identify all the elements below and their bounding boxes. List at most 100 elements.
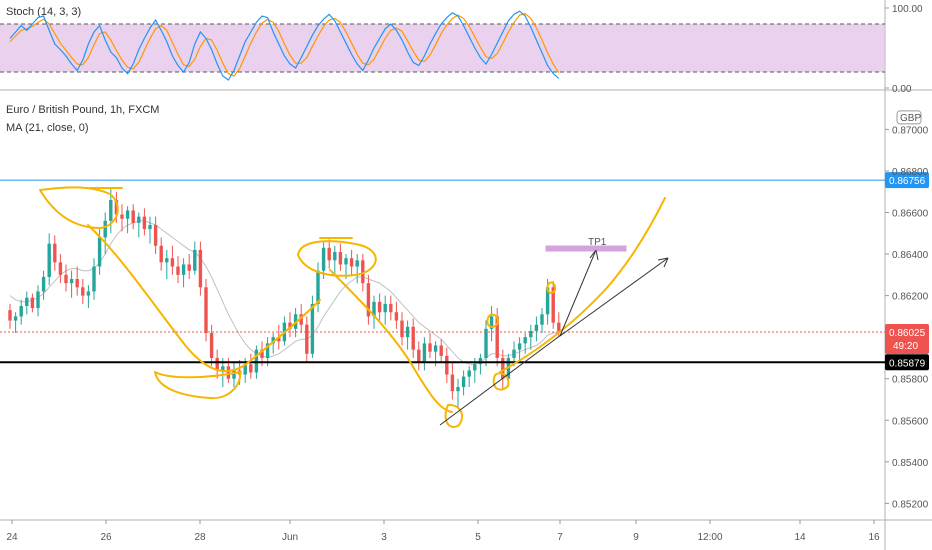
candle-body: [439, 345, 443, 356]
candle-body: [81, 287, 85, 296]
level-price-badge: [885, 354, 929, 371]
candle: [529, 324, 533, 350]
candle: [389, 295, 393, 321]
candle: [86, 285, 91, 309]
level-price-label: 0.85879: [889, 358, 926, 369]
candle: [58, 254, 63, 284]
tp-box: [545, 245, 627, 252]
candle: [25, 291, 29, 315]
candle-body: [501, 357, 505, 379]
candle: [81, 278, 85, 304]
candle-body: [551, 287, 555, 323]
candle-body: [209, 333, 214, 358]
candle: [125, 206, 130, 234]
candle-body: [153, 224, 158, 246]
candle-body: [25, 297, 29, 306]
candle: [540, 308, 544, 334]
candle-body: [305, 324, 309, 354]
candle-body: [13, 316, 18, 321]
candle-body: [523, 337, 527, 344]
price-tick-label: 0.85600: [892, 416, 929, 427]
candle: [405, 320, 410, 350]
candle: [198, 241, 203, 296]
candle-body: [75, 278, 79, 288]
time-tick-label: 7: [557, 532, 563, 543]
annotation-small-top-circle: [486, 313, 500, 328]
stoch-tick-label: 0.00: [892, 84, 912, 95]
candle: [131, 204, 135, 230]
candle-body: [310, 303, 315, 354]
candle: [428, 333, 432, 358]
candle: [209, 324, 214, 367]
candle-body: [125, 210, 130, 219]
candle: [13, 312, 18, 334]
candle-body: [478, 357, 483, 365]
candle-body: [36, 291, 40, 309]
candle-body: [495, 316, 499, 358]
candle-body: [165, 258, 169, 263]
candle-body: [47, 243, 51, 277]
candle-body: [137, 216, 141, 223]
candle: [249, 353, 253, 379]
candle-body: [467, 370, 471, 377]
ma-legend: MA (21, close, 0): [6, 122, 89, 134]
candle: [137, 212, 141, 238]
candle: [400, 312, 404, 346]
annotation-trend-curve-2: [329, 269, 453, 413]
stoch-tick-label: 100.00: [892, 4, 923, 15]
candle: [187, 254, 191, 279]
candle: [316, 262, 320, 313]
time-tick-label: 12:00: [697, 532, 722, 543]
stoch-k-line: [9, 10, 560, 81]
candle: [204, 278, 208, 342]
annotation-projection-curve: [499, 197, 666, 373]
candle: [484, 320, 488, 367]
candle-body: [288, 322, 292, 329]
candle: [193, 241, 197, 275]
stoch-legend: Stoch (14, 3, 3): [6, 6, 81, 18]
candle: [411, 318, 415, 358]
arrow-tp-line: [559, 249, 597, 337]
candle-body: [489, 316, 494, 329]
candle: [445, 347, 449, 383]
candle-body: [349, 258, 354, 267]
candle-body: [389, 303, 393, 313]
candle: [366, 274, 371, 325]
price-tick-label: 0.85800: [892, 375, 929, 386]
candle-body: [170, 258, 175, 267]
candle-body: [243, 364, 247, 375]
annotation-trend-curve-1: [87, 224, 321, 373]
candle: [377, 293, 382, 321]
candle: [551, 281, 555, 329]
candle-body: [411, 326, 415, 350]
candle-body: [254, 349, 259, 373]
time-tick-label: 16: [868, 532, 880, 543]
candle-body: [198, 249, 203, 288]
trendline-support: [439, 331, 566, 426]
candle: [232, 362, 236, 388]
candle: [422, 337, 427, 371]
candle-body: [19, 306, 23, 317]
candle-body: [372, 301, 376, 317]
candle: [523, 333, 527, 354]
price-tick-label: 0.86400: [892, 250, 929, 261]
candle: [176, 256, 180, 284]
candle: [92, 258, 96, 300]
candle: [19, 299, 23, 325]
candle: [394, 301, 399, 329]
candle-body: [159, 245, 163, 263]
candle: [450, 362, 455, 400]
level-price-badge: [885, 172, 929, 189]
candle: [327, 239, 331, 269]
candle-body: [377, 301, 382, 313]
candle: [69, 270, 74, 298]
stoch-d-line: [9, 12, 560, 77]
candle-body: [428, 343, 432, 352]
candle: [517, 337, 522, 363]
candle: [467, 366, 471, 388]
candle-body: [405, 326, 410, 338]
candle: [288, 312, 292, 338]
candle-body: [215, 357, 219, 371]
time-tick-label: 28: [194, 532, 206, 543]
